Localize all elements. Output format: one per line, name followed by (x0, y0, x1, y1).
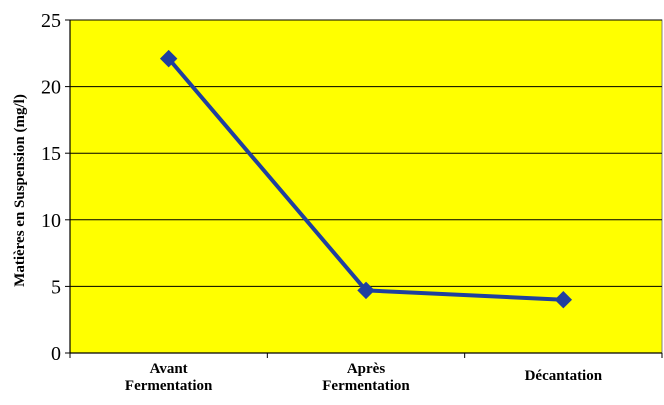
y-tick-label: 0 (51, 343, 61, 365)
y-tick-label: 10 (41, 210, 61, 232)
gridlines (70, 19, 662, 287)
data-point-marker (357, 281, 375, 300)
y-tick-label: 5 (51, 276, 61, 298)
y-tick-label: 20 (41, 77, 61, 99)
plot-area (69, 19, 663, 354)
x-category-label-line: Après (347, 361, 385, 377)
x-category-label-line: Fermentation (125, 378, 213, 394)
data-point-marker (554, 291, 573, 309)
x-category-label-line: Décantation (525, 368, 603, 384)
x-category-label-line: Fermentation (322, 378, 410, 394)
series-group (159, 49, 573, 309)
x-category-label: Après Fermentation (322, 361, 410, 394)
data-point-marker (159, 49, 178, 68)
y-axis-ticks: 0 5 10 15 20 25 (41, 10, 70, 365)
axes (69, 20, 662, 354)
y-axis-title: Matières en Suspension (mg/l) (12, 94, 28, 287)
x-category-label: Décantation (525, 368, 603, 384)
y-tick-label: 25 (41, 10, 61, 32)
x-category-label: Avant Fermentation (125, 361, 213, 394)
y-tick-label: 15 (41, 143, 61, 165)
x-category-label-line: Avant (150, 361, 188, 377)
